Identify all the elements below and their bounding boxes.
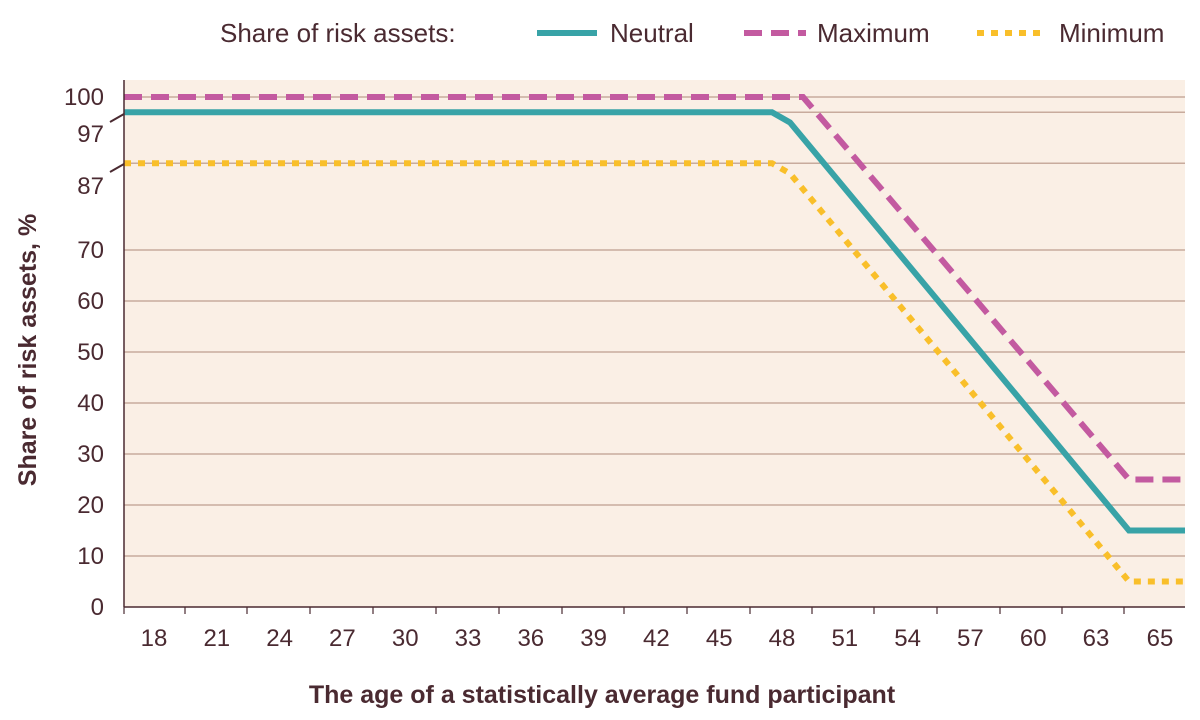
y-tick-label-50: 50: [77, 339, 104, 366]
y-tick-label-97: 97: [77, 121, 104, 148]
y-tick-label-30: 30: [77, 441, 104, 468]
y-axis-tick-labels: 0 10 20 30 40 50 60 70 87 97 100: [64, 84, 104, 621]
x-axis-tick-labels: 18 21 24 27 30 33 36 39 42 45 48 51 54 57 60 63 65: [123, 607, 1174, 652]
x-tick-label-36: 36: [517, 625, 544, 652]
x-tick-label-45: 45: [706, 625, 733, 652]
y-tick-label-0: 0: [91, 594, 104, 621]
x-tick-label-27: 27: [329, 625, 356, 652]
y-tick-label-70: 70: [77, 237, 104, 264]
x-tick-label-21: 21: [203, 625, 230, 652]
axis-break-mark-97: [109, 113, 125, 123]
x-tick-label-24: 24: [266, 625, 293, 652]
x-tick-label-65: 65: [1147, 625, 1174, 652]
x-tick-label-18: 18: [141, 625, 168, 652]
x-tick-label-54: 54: [894, 625, 921, 652]
legend-title: Share of risk assets:: [220, 18, 456, 48]
y-tick-label-60: 60: [77, 288, 104, 315]
legend: Share of risk assets: Neutral Maximum Mi…: [220, 18, 1164, 48]
x-axis-title: The age of a statistically average fund …: [309, 681, 896, 709]
plot-background: [124, 80, 1185, 607]
y-tick-label-87: 87: [77, 173, 104, 200]
x-tick-label-60: 60: [1020, 625, 1047, 652]
legend-label-minimum: Minimum: [1059, 18, 1164, 48]
x-tick-label-42: 42: [643, 625, 670, 652]
axis-break-mark-87: [109, 163, 125, 173]
x-tick-label-33: 33: [455, 625, 482, 652]
legend-label-maximum: Maximum: [817, 18, 930, 48]
x-tick-label-48: 48: [769, 625, 796, 652]
x-tick-label-51: 51: [831, 625, 858, 652]
x-tick-label-39: 39: [580, 625, 607, 652]
series-line-maximum: [124, 94, 1185, 483]
x-tick-label-57: 57: [957, 625, 984, 652]
y-tick-label-20: 20: [77, 492, 104, 519]
y-tick-label-10: 10: [77, 543, 104, 570]
x-tick-label-63: 63: [1083, 625, 1110, 652]
y-tick-label-40: 40: [77, 390, 104, 417]
x-tick-label-30: 30: [392, 625, 419, 652]
series-line-neutral: [124, 109, 1185, 534]
series-lines: [124, 94, 1185, 585]
y-tick-label-100: 100: [64, 84, 104, 111]
legend-label-neutral: Neutral: [610, 18, 694, 48]
y-axis-title: Share of risk assets, %: [14, 214, 42, 486]
